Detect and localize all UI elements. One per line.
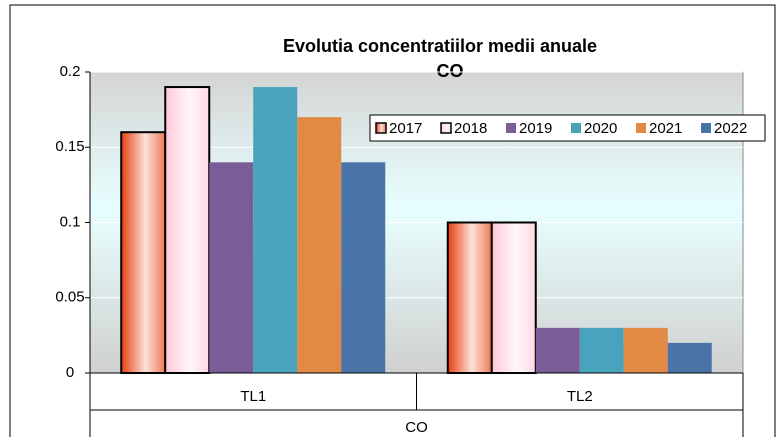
bar: [667, 342, 712, 373]
y-tick-label: 0.15: [55, 138, 84, 155]
legend-label: 2020: [584, 120, 617, 137]
bar: [297, 117, 342, 374]
bar: [535, 327, 580, 373]
bar: [341, 162, 386, 373]
group-label: CO: [405, 419, 428, 436]
legend-box: [369, 114, 766, 142]
legend-label: 2022: [714, 120, 747, 137]
y-tick-label: 0: [66, 364, 74, 381]
legend-swatch: [375, 122, 387, 134]
x-tick-label: TL1: [240, 388, 266, 405]
bar: [120, 131, 167, 374]
bar: [253, 87, 298, 374]
y-tick-label: 0.1: [60, 213, 81, 230]
bar: [164, 86, 211, 375]
bar: [579, 327, 624, 373]
legend-label: 2021: [649, 120, 682, 137]
legend-label: 2018: [454, 120, 487, 137]
x-tick-label: TL2: [567, 388, 593, 405]
legend-swatch: [701, 123, 711, 133]
bar: [209, 162, 254, 373]
legend-swatch: [636, 123, 646, 133]
bar: [623, 327, 668, 373]
legend-label: 2017: [389, 120, 422, 137]
bar: [446, 221, 493, 374]
y-tick-label: 0.05: [55, 289, 84, 306]
legend-swatch: [506, 123, 516, 133]
chart-title: Evolutia concentratiilor medii anuale: [283, 36, 597, 56]
chart-title: CO: [437, 61, 464, 81]
legend-swatch: [571, 123, 581, 133]
legend-swatch: [440, 122, 452, 134]
bar: [490, 221, 537, 374]
y-tick-label: 0.2: [60, 63, 81, 80]
legend-label: 2019: [519, 120, 552, 137]
